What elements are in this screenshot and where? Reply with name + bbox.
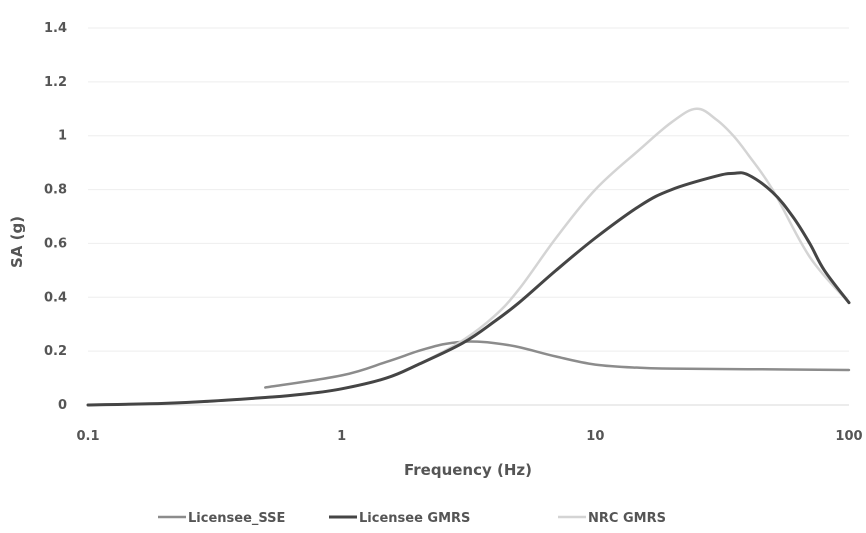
y-tick-label: 1.4 (44, 21, 67, 36)
series-lines (86, 107, 851, 407)
series-line-1 (86, 171, 851, 407)
gridlines (88, 27, 849, 406)
y-axis-ticks: 0 0.2 0.4 0.6 0.8 1 1.2 1.4 (44, 21, 67, 413)
legend: Licensee_SSE Licensee GMRS NRC GMRS (158, 511, 666, 526)
legend-label-1: Licensee GMRS (359, 511, 470, 526)
x-tick-label: 1 (337, 429, 346, 444)
legend-label-0: Licensee_SSE (188, 511, 285, 526)
y-axis-title: SA (g) (8, 216, 26, 268)
y-tick-label: 0.6 (44, 236, 67, 251)
y-tick-label: 1.2 (44, 75, 67, 90)
x-axis-title: Frequency (Hz) (404, 461, 532, 479)
x-tick-label: 100 (835, 429, 862, 444)
y-tick-label: 0 (58, 398, 67, 413)
x-axis-ticks: 0.1 1 10 100 (76, 429, 862, 444)
y-tick-label: 0.8 (44, 183, 67, 198)
legend-label-2: NRC GMRS (588, 511, 666, 526)
series-line-2 (86, 107, 851, 407)
y-tick-label: 0.2 (44, 344, 67, 359)
y-tick-label: 1 (58, 129, 67, 144)
x-tick-label: 10 (586, 429, 604, 444)
x-tick-label: 0.1 (76, 429, 99, 444)
y-tick-label: 0.4 (44, 290, 67, 305)
series-line-0 (264, 340, 851, 389)
